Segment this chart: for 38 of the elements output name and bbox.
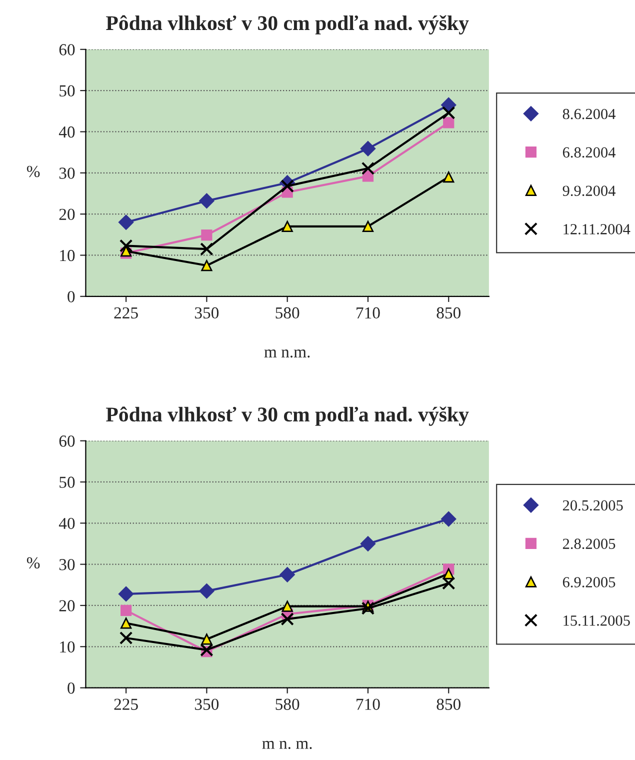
legend-label: 6.9.2005 — [562, 577, 616, 588]
y-tick-label: 50 — [60, 476, 75, 488]
y-tick-label: 40 — [58, 126, 75, 138]
y-tick-label: 30 — [59, 559, 75, 570]
legend-label: 20.5.2005 — [562, 500, 623, 511]
x-tick-label: 225 — [114, 307, 138, 319]
x-tick-label: 710 — [356, 307, 380, 319]
y-tick-label: 20 — [59, 208, 75, 220]
x-tick-label: 350 — [194, 307, 219, 319]
legend-label: 2.8.2005 — [562, 538, 616, 550]
y-tick-label: 40 — [58, 518, 75, 530]
x-tick-label: 225 — [114, 698, 138, 710]
y-axis-title: % — [26, 557, 40, 569]
chart-title: Pôdna vlhkosť v 30 cm podľa nad. výšky — [106, 15, 469, 34]
x-tick-label: 850 — [436, 307, 460, 319]
y-tick-label: 0 — [68, 682, 75, 694]
legend-label: 9.9.2004 — [562, 186, 616, 196]
y-tick-label: 0 — [68, 291, 75, 302]
legend-label: 8.6.2004 — [562, 108, 616, 120]
x-tick-label: 850 — [436, 698, 460, 710]
y-tick-label: 50 — [60, 85, 75, 97]
legend-label: 12.11.2004 — [564, 224, 630, 234]
x-tick-label: 350 — [194, 698, 219, 710]
y-tick-label: 20 — [59, 600, 75, 612]
x-axis-title: m n.m. — [264, 350, 310, 358]
y-axis-title: % — [26, 166, 40, 178]
x-tick-label: 710 — [356, 698, 380, 710]
y-tick-label: 10 — [60, 641, 75, 653]
x-tick-label: 580 — [276, 307, 300, 319]
legend-label: 6.8.2004 — [562, 147, 616, 158]
y-tick-label: 30 — [59, 168, 75, 179]
y-tick-label: 10 — [60, 250, 75, 262]
y-tick-label: 60 — [59, 436, 75, 447]
y-tick-label: 60 — [59, 44, 75, 56]
legend-label: 15.11.2005 — [564, 615, 630, 626]
chart-title: Pôdna vlhkosť v 30 cm podľa nad. výšky — [106, 406, 469, 426]
x-tick-label: 580 — [276, 698, 300, 710]
x-axis-title: m n. m. — [262, 740, 312, 749]
